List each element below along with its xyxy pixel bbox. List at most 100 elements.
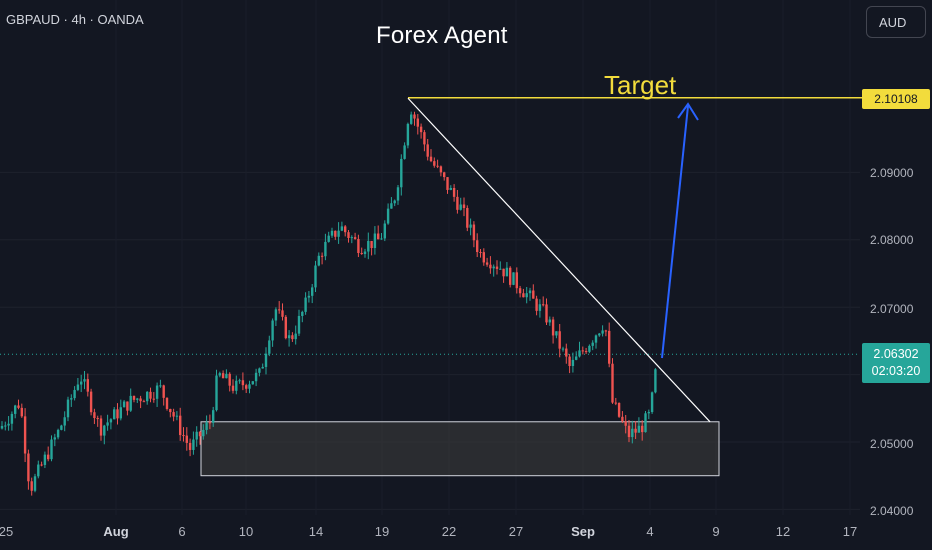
time-tick: Sep — [571, 524, 595, 539]
candle-body — [271, 320, 274, 341]
time-tick: 17 — [842, 524, 858, 539]
candle-body — [621, 416, 624, 422]
candle-body — [561, 348, 565, 350]
candle-body — [284, 316, 287, 339]
candle-body — [370, 240, 373, 249]
candle-body — [142, 401, 146, 403]
target-price-badge: 2.10108 — [862, 89, 930, 109]
symbol-title[interactable]: GBPAUD · 4h · OANDA — [6, 12, 144, 27]
candle-body — [390, 203, 393, 209]
candle-body — [647, 412, 650, 414]
candle-body — [278, 309, 281, 311]
candle-body — [40, 464, 43, 466]
candle-body — [113, 409, 116, 420]
candle-body — [314, 265, 317, 288]
candle-body — [426, 144, 429, 157]
candle-body — [456, 196, 459, 210]
candle-body — [608, 330, 611, 364]
candle-body — [575, 356, 578, 360]
candle-body — [248, 384, 251, 389]
candle-body — [637, 425, 641, 433]
time-tick: 19 — [374, 524, 390, 539]
candle-body — [357, 238, 360, 254]
candle-body — [287, 335, 291, 339]
candle-body — [320, 255, 324, 257]
candle-body — [231, 385, 235, 391]
candle-body — [558, 331, 561, 349]
candle-body — [406, 123, 410, 146]
candle-body — [4, 425, 7, 427]
candle-body — [132, 395, 136, 400]
candle-body — [598, 333, 601, 336]
candle-body — [410, 114, 413, 124]
candle-body — [650, 392, 654, 413]
time-tick: 14 — [308, 524, 324, 539]
candle-body — [0, 425, 4, 429]
candle-body — [462, 204, 466, 208]
candle-body — [509, 267, 512, 285]
candle-body — [238, 380, 241, 382]
candle-body — [515, 272, 518, 289]
candle-body — [73, 389, 76, 399]
candle-body — [350, 237, 353, 239]
candle-body — [545, 304, 548, 323]
time-tick: Aug — [103, 524, 129, 539]
candle-body — [317, 255, 320, 266]
candle-body — [466, 207, 469, 228]
candle-body — [27, 453, 30, 482]
candle-body — [502, 268, 505, 277]
candle-body — [307, 295, 311, 298]
time-tick: 9 — [712, 524, 720, 539]
candle-body — [324, 241, 327, 257]
target-label: Target — [604, 70, 677, 100]
candle-body — [641, 425, 644, 433]
candle-body — [591, 342, 594, 346]
candle-body — [634, 428, 637, 433]
candle-body — [268, 340, 271, 354]
candle-body — [261, 366, 264, 369]
candle-body — [33, 476, 37, 491]
candle-body — [245, 385, 248, 389]
candle-body — [235, 380, 238, 391]
candle-body — [254, 372, 258, 382]
candle-body — [522, 293, 525, 298]
candle-body — [225, 373, 228, 379]
candle-body — [175, 415, 179, 417]
candle-body — [330, 230, 334, 236]
candle-body — [601, 330, 604, 334]
candle-body — [380, 238, 383, 240]
candle-body — [383, 223, 386, 239]
candle-body — [70, 398, 73, 400]
candle-body — [469, 224, 472, 228]
candle-body — [228, 373, 231, 386]
currency-button[interactable]: AUD — [866, 6, 926, 38]
candle-body — [119, 407, 122, 419]
drawing-lines — [407, 96, 862, 423]
candle-body — [47, 454, 50, 460]
candle-body — [76, 384, 80, 390]
candle-body — [377, 233, 380, 240]
candle-body — [20, 407, 23, 417]
candle-body — [155, 385, 159, 399]
candle-body — [334, 230, 337, 237]
candle-body — [340, 226, 344, 231]
candle-body — [297, 315, 301, 334]
candle-body — [63, 417, 66, 426]
candle-body — [301, 311, 304, 316]
time-tick: 4 — [646, 524, 654, 539]
candle-body — [56, 429, 60, 438]
candle-body — [443, 172, 446, 178]
price-tick: 2.08000 — [870, 233, 914, 247]
candle-body — [159, 385, 162, 387]
candle-body — [568, 356, 571, 367]
price-tick: 2.05000 — [870, 437, 914, 451]
candle-body — [363, 251, 367, 254]
price-tick: 2.09000 — [870, 166, 914, 180]
candle-body — [122, 401, 126, 408]
candle-body — [30, 481, 33, 491]
candle-body — [386, 208, 390, 224]
candle-body — [7, 423, 10, 426]
candle-body — [419, 126, 423, 133]
candle-body — [518, 288, 522, 294]
